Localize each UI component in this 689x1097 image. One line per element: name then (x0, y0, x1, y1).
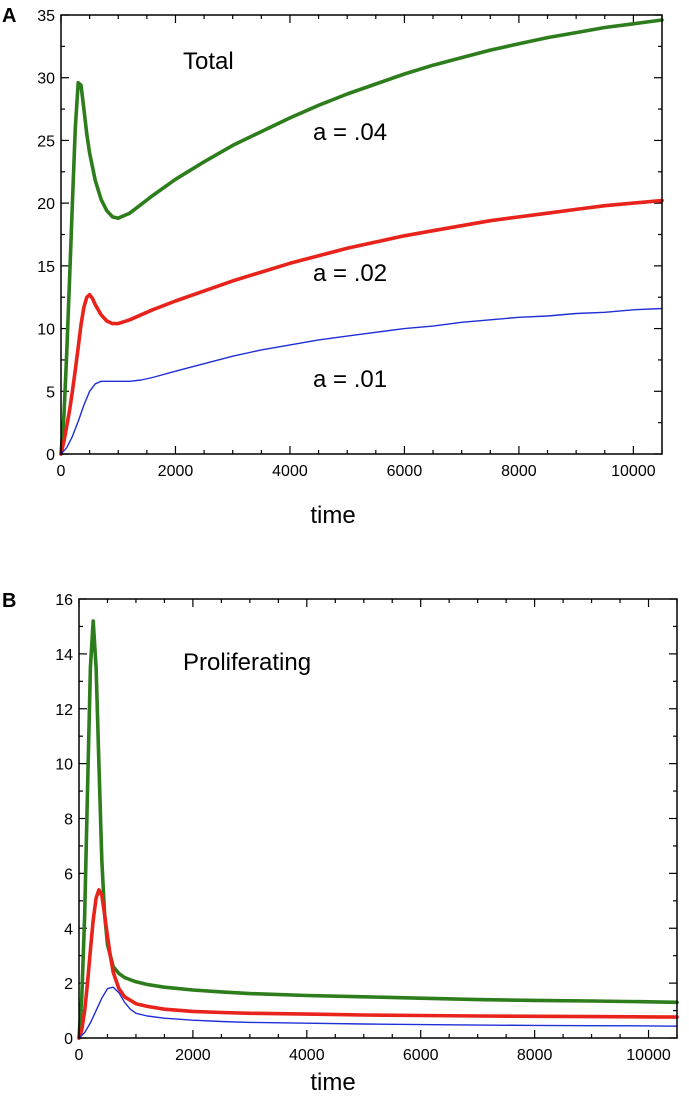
panel-b-series (77, 619, 679, 1040)
panel-a-xtick-label: 2000 (158, 463, 194, 480)
panel-a-xtick-label: 8000 (501, 463, 537, 480)
panel-b-ytick-label: 6 (64, 866, 73, 883)
panel-a-series (59, 18, 664, 456)
panel-b-series-a-02 (77, 888, 679, 1040)
panel-b-title: Proliferating (183, 649, 311, 676)
annotation-a-01: a = .01 (313, 366, 387, 393)
panel-a-series-a-02 (59, 198, 664, 456)
panel-a-ytick-label: 20 (37, 196, 55, 213)
panel-b: B 0 2 4 6 8 10 12 14 16 0 2000 4000 6000 8000 10000 Pr… (2, 590, 679, 1096)
panel-a-xtick-label: 4000 (272, 463, 308, 480)
panel-a-tick-labels: 0 5 10 15 20 25 30 35 0 2000 4000 6000 8000 10000 (37, 8, 656, 480)
panel-a-x-axis-label: time (310, 502, 355, 529)
panel-b-x-axis-label: time (310, 1069, 355, 1096)
panel-a-ytick-label: 35 (37, 8, 55, 25)
panel-a-ytick-label: 5 (46, 384, 55, 401)
panel-b-ytick-label: 16 (55, 592, 73, 609)
panel-b-series-a-01 (78, 986, 678, 1039)
panel-b-ytick-label: 14 (55, 647, 73, 664)
panel-b-ticks (78, 598, 678, 1039)
panel-b-series-a-04 (77, 619, 679, 1040)
panel-a-ytick-label: 10 (37, 322, 55, 339)
panel-a-xtick-label: 10000 (611, 463, 656, 480)
panel-a-plot-frame (60, 14, 663, 455)
panel-b-ytick-label: 10 (55, 757, 73, 774)
panel-a-xtick-label: 6000 (387, 463, 423, 480)
panel-b-ytick-label: 8 (64, 812, 73, 829)
panel-b-xtick-label: 6000 (403, 1047, 439, 1064)
panel-b-xtick-label: 8000 (517, 1047, 553, 1064)
panel-a: A 0 5 10 15 20 25 30 35 0 2000 4000 6000 8000 10000 T… (2, 5, 664, 529)
annotation-a-04: a = .04 (313, 119, 387, 146)
panel-a-ytick-label: 25 (37, 133, 55, 150)
panel-b-tick-labels: 0 2 4 6 8 10 12 14 16 0 2000 4000 6000 8000 10000 (55, 592, 671, 1064)
panel-b-ytick-label: 0 (64, 1031, 73, 1048)
panel-b-ytick-label: 2 (64, 976, 73, 993)
panel-a-ytick-label: 0 (46, 447, 55, 464)
panel-a-title: Total (183, 48, 234, 75)
panel-b-ytick-label: 4 (64, 921, 73, 938)
panel-b-xtick-label: 2000 (175, 1047, 211, 1064)
panel-a-series-a-01 (60, 307, 663, 455)
panel-b-xtick-label: 0 (75, 1047, 84, 1064)
panel-letter-b: B (2, 590, 16, 612)
panel-a-series-a-04 (59, 18, 664, 456)
panel-a-ytick-label: 15 (37, 259, 55, 276)
panel-b-ytick-label: 12 (55, 702, 73, 719)
panel-b-xtick-label: 4000 (289, 1047, 325, 1064)
panel-a-ytick-label: 30 (37, 71, 55, 88)
panel-b-xtick-label: 10000 (626, 1047, 671, 1064)
panel-b-plot-frame (78, 598, 678, 1039)
panel-a-xtick-label: 0 (57, 463, 66, 480)
annotation-a-02: a = .02 (313, 260, 387, 287)
panel-letter-a: A (2, 5, 16, 27)
